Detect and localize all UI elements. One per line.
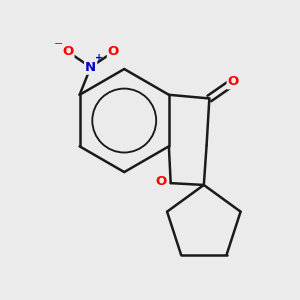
Text: O: O <box>156 175 167 188</box>
Text: O: O <box>108 45 119 58</box>
Text: −: − <box>54 39 63 50</box>
Text: +: + <box>95 53 103 63</box>
Text: O: O <box>62 45 74 58</box>
Text: N: N <box>85 61 96 74</box>
Text: O: O <box>228 75 239 88</box>
